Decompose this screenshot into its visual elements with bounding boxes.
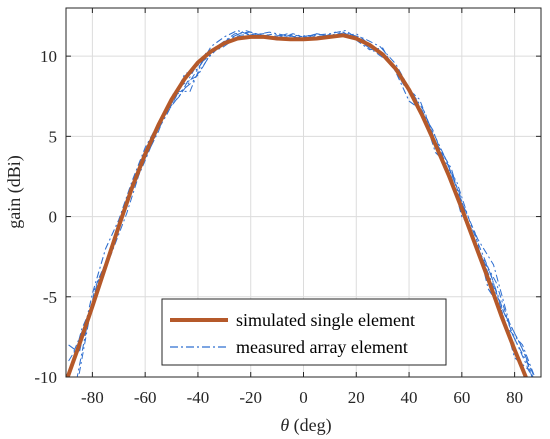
measured-variant-line — [76, 31, 533, 377]
legend-label-simulated: simulated single element — [236, 310, 415, 330]
x-tick-label: -60 — [134, 388, 157, 407]
y-tick-labels: -10 -5 0 5 10 — [34, 47, 57, 387]
x-tick-label: 60 — [453, 388, 470, 407]
x-tick-label: 80 — [506, 388, 523, 407]
y-tick-label: -10 — [34, 368, 57, 387]
x-axis-symbol: θ — [280, 415, 289, 435]
y-axis-label: gain (dBi) — [4, 155, 25, 229]
y-tick-label: 0 — [49, 208, 58, 227]
measured-variant-line — [78, 31, 536, 377]
y-tick-label: -5 — [43, 288, 57, 307]
x-tick-labels: -80 -60 -40 -20 0 20 40 60 80 — [81, 388, 523, 407]
x-axis-unit: (deg) — [294, 415, 332, 436]
x-tick-label: -20 — [239, 388, 262, 407]
legend-box — [161, 298, 447, 366]
x-tick-label: -80 — [81, 388, 104, 407]
simulated-series-line — [66, 33, 528, 377]
series-layer — [66, 29, 536, 377]
legend: simulated single element measured array … — [161, 298, 447, 366]
x-axis-label: θ (deg) — [280, 415, 331, 436]
x-tick-label: 40 — [401, 388, 418, 407]
y-tick-label: 10 — [40, 47, 57, 66]
y-tick-label: 5 — [49, 127, 58, 146]
x-tick-label: 0 — [299, 388, 308, 407]
tick-layer — [66, 8, 541, 378]
x-tick-label: -40 — [187, 388, 210, 407]
legend-label-measured: measured array element — [236, 337, 408, 357]
x-tick-label: 20 — [348, 388, 365, 407]
